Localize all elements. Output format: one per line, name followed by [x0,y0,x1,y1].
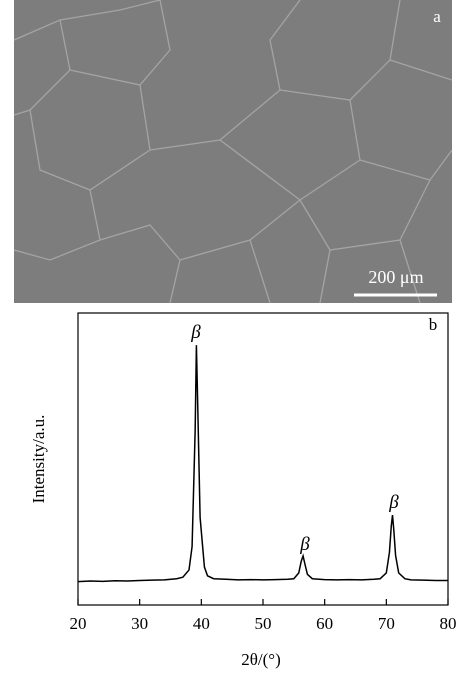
x-tick-label: 70 [378,614,395,633]
x-tick-label: 80 [440,614,457,633]
plot-frame [77,312,449,606]
peak-label: β [388,492,399,513]
x-axis-label: 2θ/(°) [241,650,281,669]
xrd-line [77,345,448,583]
panel-label: a [433,7,441,26]
micrograph: a 200 μm [13,0,453,304]
x-tick-label: 30 [131,614,148,633]
x-tick-label: 50 [255,614,272,633]
grain-boundaries [13,0,453,304]
x-tick-label: 60 [316,614,333,633]
peak-label: β [190,322,201,343]
x-tick-label: 20 [70,614,87,633]
x-tick-label: 40 [193,614,210,633]
panel-label: b [429,315,438,334]
y-axis-label: Intensity/a.u. [29,415,48,504]
peak-label: β [299,534,310,555]
scale-bar-label: 200 μm [368,267,423,287]
micrograph-background [14,0,452,303]
